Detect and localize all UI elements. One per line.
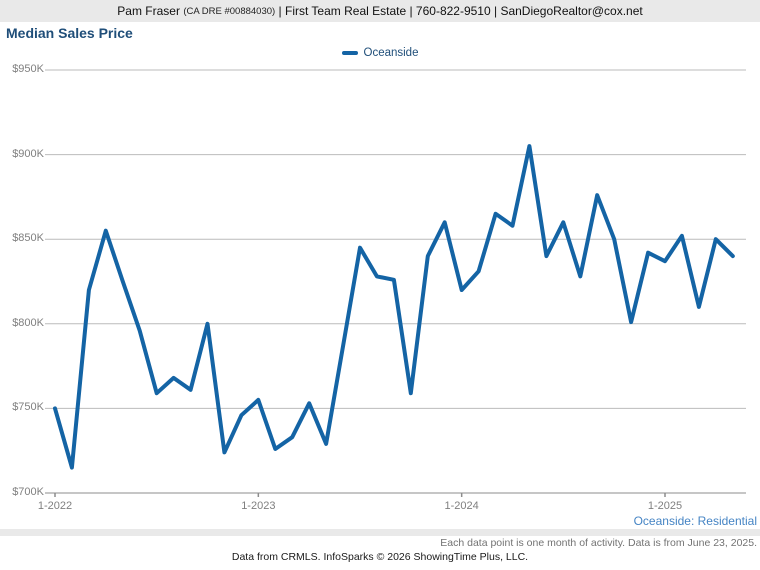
data-activity-note: Each data point is one month of activity…	[440, 537, 757, 549]
x-axis-tick-label: 1-2023	[241, 500, 276, 512]
x-axis-tick-label: 1-2025	[647, 500, 683, 512]
agent-header-bar: Pam Fraser (CA DRE #00884030) | First Te…	[0, 0, 760, 22]
bottom-divider-band	[0, 529, 760, 536]
x-axis-tick-label: 1-2022	[37, 500, 73, 512]
y-axis-tick-label: $850K	[12, 232, 44, 245]
agent-contact-line: | First Team Real Estate | 760-822-9510 …	[275, 4, 643, 18]
x-axis-tick-label: 1-2024	[444, 500, 479, 512]
oceanside-residential-link[interactable]: Oceanside: Residential	[633, 514, 757, 528]
y-axis-tick-label: $750K	[12, 401, 44, 414]
legend-label-oceanside: Oceanside	[363, 47, 419, 59]
y-axis-tick-label: $700K	[12, 486, 44, 498]
y-axis-tick-label: $800K	[12, 316, 44, 329]
chart-legend: Oceanside	[0, 47, 760, 59]
page-title: Median Sales Price	[6, 25, 133, 41]
y-axis-tick-label: $950K	[12, 63, 44, 75]
agent-license: (CA DRE #00884030)	[183, 5, 276, 17]
oceanside-line-swatch-icon	[341, 51, 358, 55]
oceanside-price-line	[53, 144, 735, 470]
agent-name: Pam Fraser	[117, 4, 184, 18]
data-attribution: Data from CRMLS. InfoSparks © 2026 Showi…	[231, 551, 529, 563]
y-axis-tick-label: $900K	[12, 147, 44, 160]
